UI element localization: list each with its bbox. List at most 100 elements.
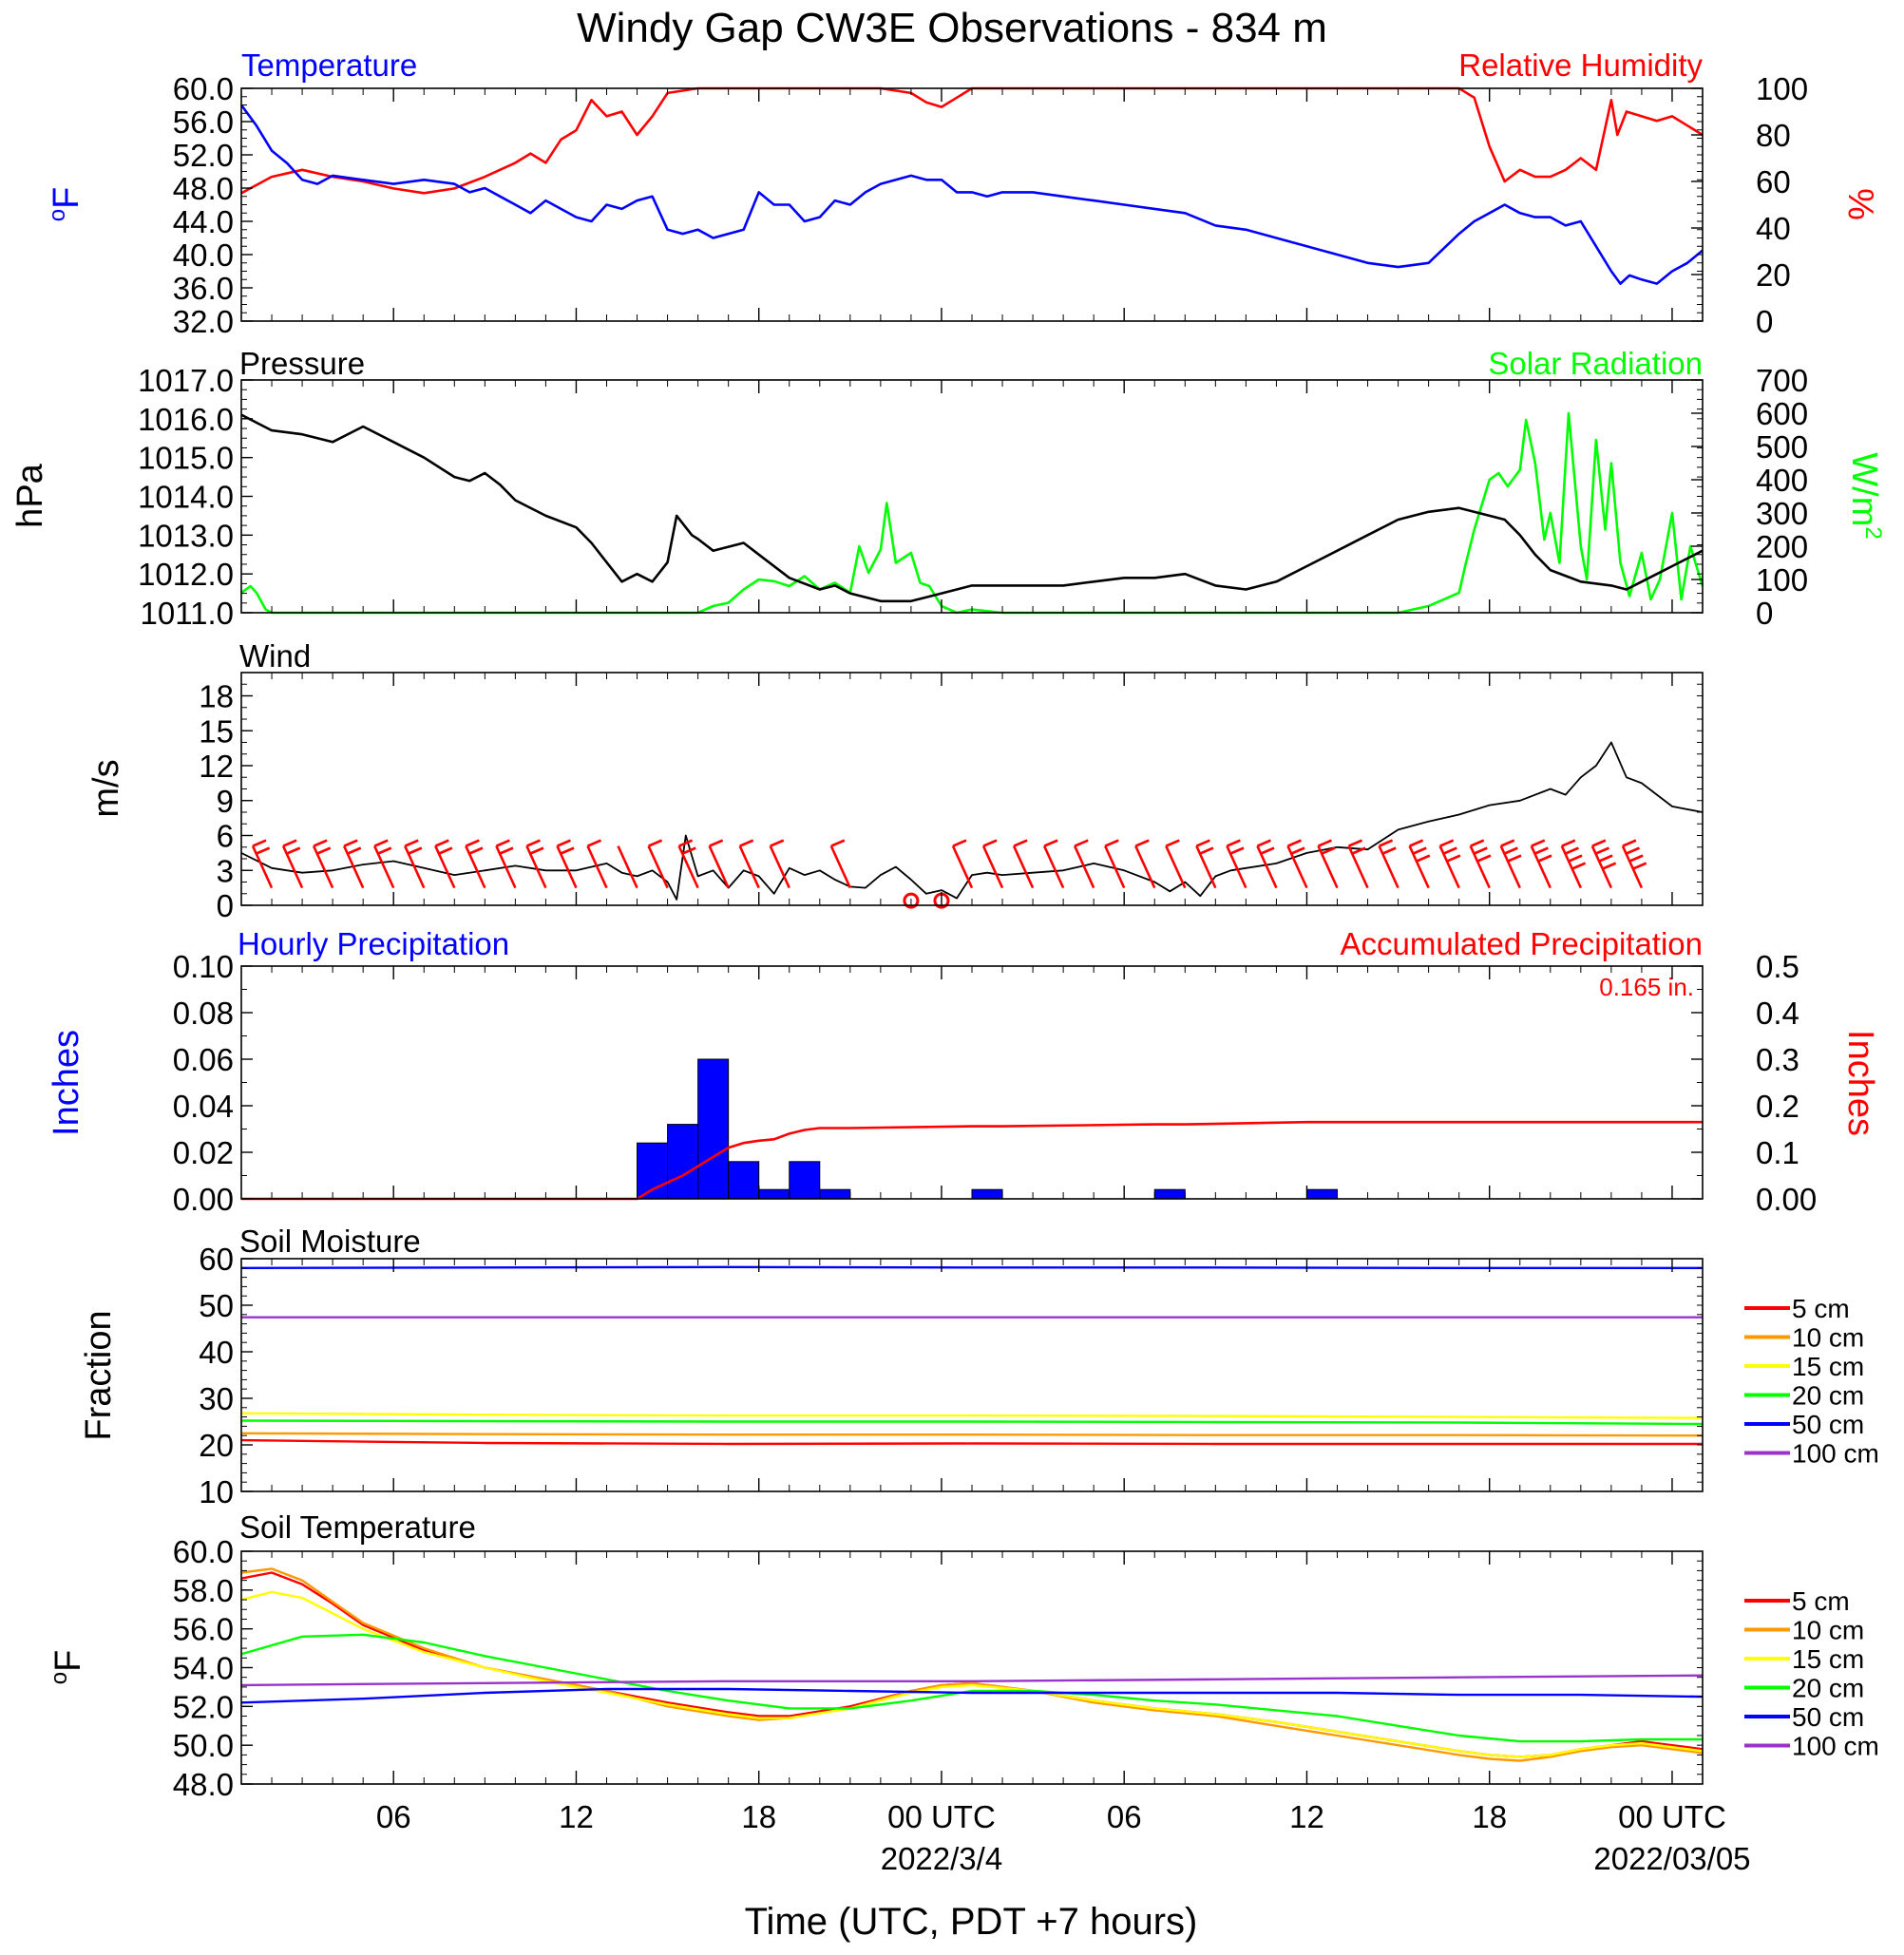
legend-label-10-cm: 10 cm	[1792, 1616, 1864, 1645]
accumulated-precip-line	[241, 1120, 1703, 1201]
wind-barb	[1499, 839, 1522, 889]
wind-barb	[465, 839, 486, 889]
wind-barb	[769, 839, 790, 889]
y-tick-label: 0.00	[173, 1182, 234, 1217]
hourly-precip-bar	[728, 1161, 760, 1200]
y-tick-label: 0.08	[173, 996, 234, 1031]
y-tick-label: 1012.0	[138, 557, 234, 592]
wind-barb	[373, 839, 395, 889]
accum-precip-title: Accumulated Precipitation	[1340, 926, 1703, 961]
wind-title: Wind	[239, 638, 311, 674]
soil-temperature-unit: oF	[47, 1650, 88, 1685]
y2-tick-label: 20	[1756, 257, 1791, 293]
y2-tick-label: 500	[1756, 429, 1808, 465]
y-tick-label: 32.0	[173, 304, 234, 339]
pressure-unit: hPa	[10, 463, 50, 527]
hourly-precip-title: Hourly Precipitation	[238, 926, 509, 961]
wind-barb	[1530, 839, 1552, 889]
panel-precipitation: 0.00 0.02 0.04 0.06 0.08 0.10 0.00 0.1 0.2 0.3 0.4…	[47, 926, 1880, 1217]
legend-label-20-cm: 20 cm	[1792, 1381, 1864, 1411]
legend-label-100-cm: 100 cm	[1792, 1439, 1879, 1469]
wind-barb	[617, 845, 638, 889]
wind-barb	[1378, 839, 1399, 889]
wind-lines	[240, 741, 1704, 901]
wind-barb	[556, 839, 578, 889]
y-tick-label: 1011.0	[141, 596, 234, 631]
wind-barb	[1317, 839, 1339, 889]
legend-label-50-cm: 50 cm	[1792, 1410, 1864, 1439]
wind-barb	[1195, 839, 1217, 889]
figure-title: Windy Gap CW3E Observations - 834 m	[577, 5, 1327, 51]
y2-tick-label: 100	[1756, 562, 1808, 598]
legend-label-10-cm: 10 cm	[1792, 1323, 1864, 1353]
y-tick-label: 58.0	[173, 1573, 234, 1608]
y2-tick-label: 0	[1756, 596, 1773, 631]
soil-moisture-unit: Fraction	[79, 1310, 119, 1440]
y-tick-label: 40	[199, 1335, 234, 1370]
wind-barb	[495, 839, 517, 889]
y-tick-label: 48.0	[173, 1767, 234, 1802]
y-tick-label: 9	[217, 784, 234, 819]
wind-barb	[1590, 839, 1617, 889]
wind-barb	[251, 839, 274, 889]
y2-tick-label: 60	[1756, 164, 1791, 199]
hourly-precip-bar	[667, 1124, 699, 1200]
wind-barb	[281, 839, 304, 889]
temperature-unit: oF	[45, 187, 86, 222]
soil-moisture-line-10-cm	[240, 1432, 1704, 1437]
y-tick-label: 52.0	[173, 1689, 234, 1724]
pressure-line	[240, 413, 1704, 603]
wind-barb	[1042, 839, 1065, 889]
y-tick-label: 0.10	[173, 949, 234, 984]
y-tick-label: 48.0	[173, 171, 234, 206]
y2-tick-label: 80	[1756, 118, 1791, 153]
wind-barb	[1104, 839, 1126, 889]
wind-barb	[525, 839, 547, 889]
y2-tick-label: 300	[1756, 496, 1808, 531]
wind-speed-line	[240, 741, 1704, 901]
hourly-precip-bar	[1153, 1188, 1186, 1200]
y-tick-label: 12	[199, 749, 234, 784]
y-tick-label: 50.0	[173, 1728, 234, 1763]
wind-barb	[1256, 839, 1278, 889]
y-tick-label: 56.0	[173, 1612, 234, 1647]
legend-label-100-cm: 100 cm	[1792, 1732, 1879, 1761]
x-tick-label: 12	[559, 1799, 594, 1834]
wind-barbs	[251, 839, 1647, 909]
soil-moisture-line-5-cm	[240, 1438, 1703, 1446]
x-date-label: 2022/03/05	[1593, 1841, 1750, 1876]
soil-temperature-line-100-cm	[240, 1674, 1704, 1687]
y-tick-label: 1014.0	[138, 480, 234, 515]
wind-barb	[434, 839, 456, 889]
y-tick-label: 1013.0	[138, 518, 234, 553]
y-tick-label: 18	[199, 679, 234, 714]
wind-barb	[1226, 839, 1247, 889]
hourly-precip-unit: Inches	[47, 1030, 86, 1136]
pressure-title: Pressure	[239, 346, 365, 381]
x-tick-label: 18	[1472, 1799, 1507, 1834]
soil-temperature-line-10-cm	[240, 1567, 1704, 1762]
x-tick-label: 06	[1107, 1799, 1142, 1834]
y2-tick-label: 0.4	[1756, 996, 1799, 1031]
x-date-label: 2022/3/4	[881, 1841, 1002, 1876]
y-tick-label: 0	[217, 888, 234, 923]
x-tick-label: 12	[1289, 1799, 1324, 1834]
panel-temperature-humidity: 32.036.040.044.048.052.056.060.0 0 20 40 60 8…	[45, 47, 1880, 339]
y-tick-label: 1017.0	[138, 363, 234, 398]
soil-moisture-line-20-cm	[240, 1419, 1704, 1426]
humidity-title: Relative Humidity	[1458, 47, 1703, 83]
y-tick-label: 60.0	[173, 1534, 234, 1569]
y-tick-label: 60	[199, 1242, 234, 1277]
wind-barb	[1408, 839, 1431, 889]
wind-barb	[951, 839, 974, 889]
y-tick-label: 15	[199, 713, 234, 749]
soil-temperature-line-15-cm	[240, 1590, 1704, 1758]
x-tick-label: 00 UTC	[887, 1799, 996, 1834]
wind-barb	[981, 839, 1004, 889]
wind-barb	[1073, 839, 1095, 889]
